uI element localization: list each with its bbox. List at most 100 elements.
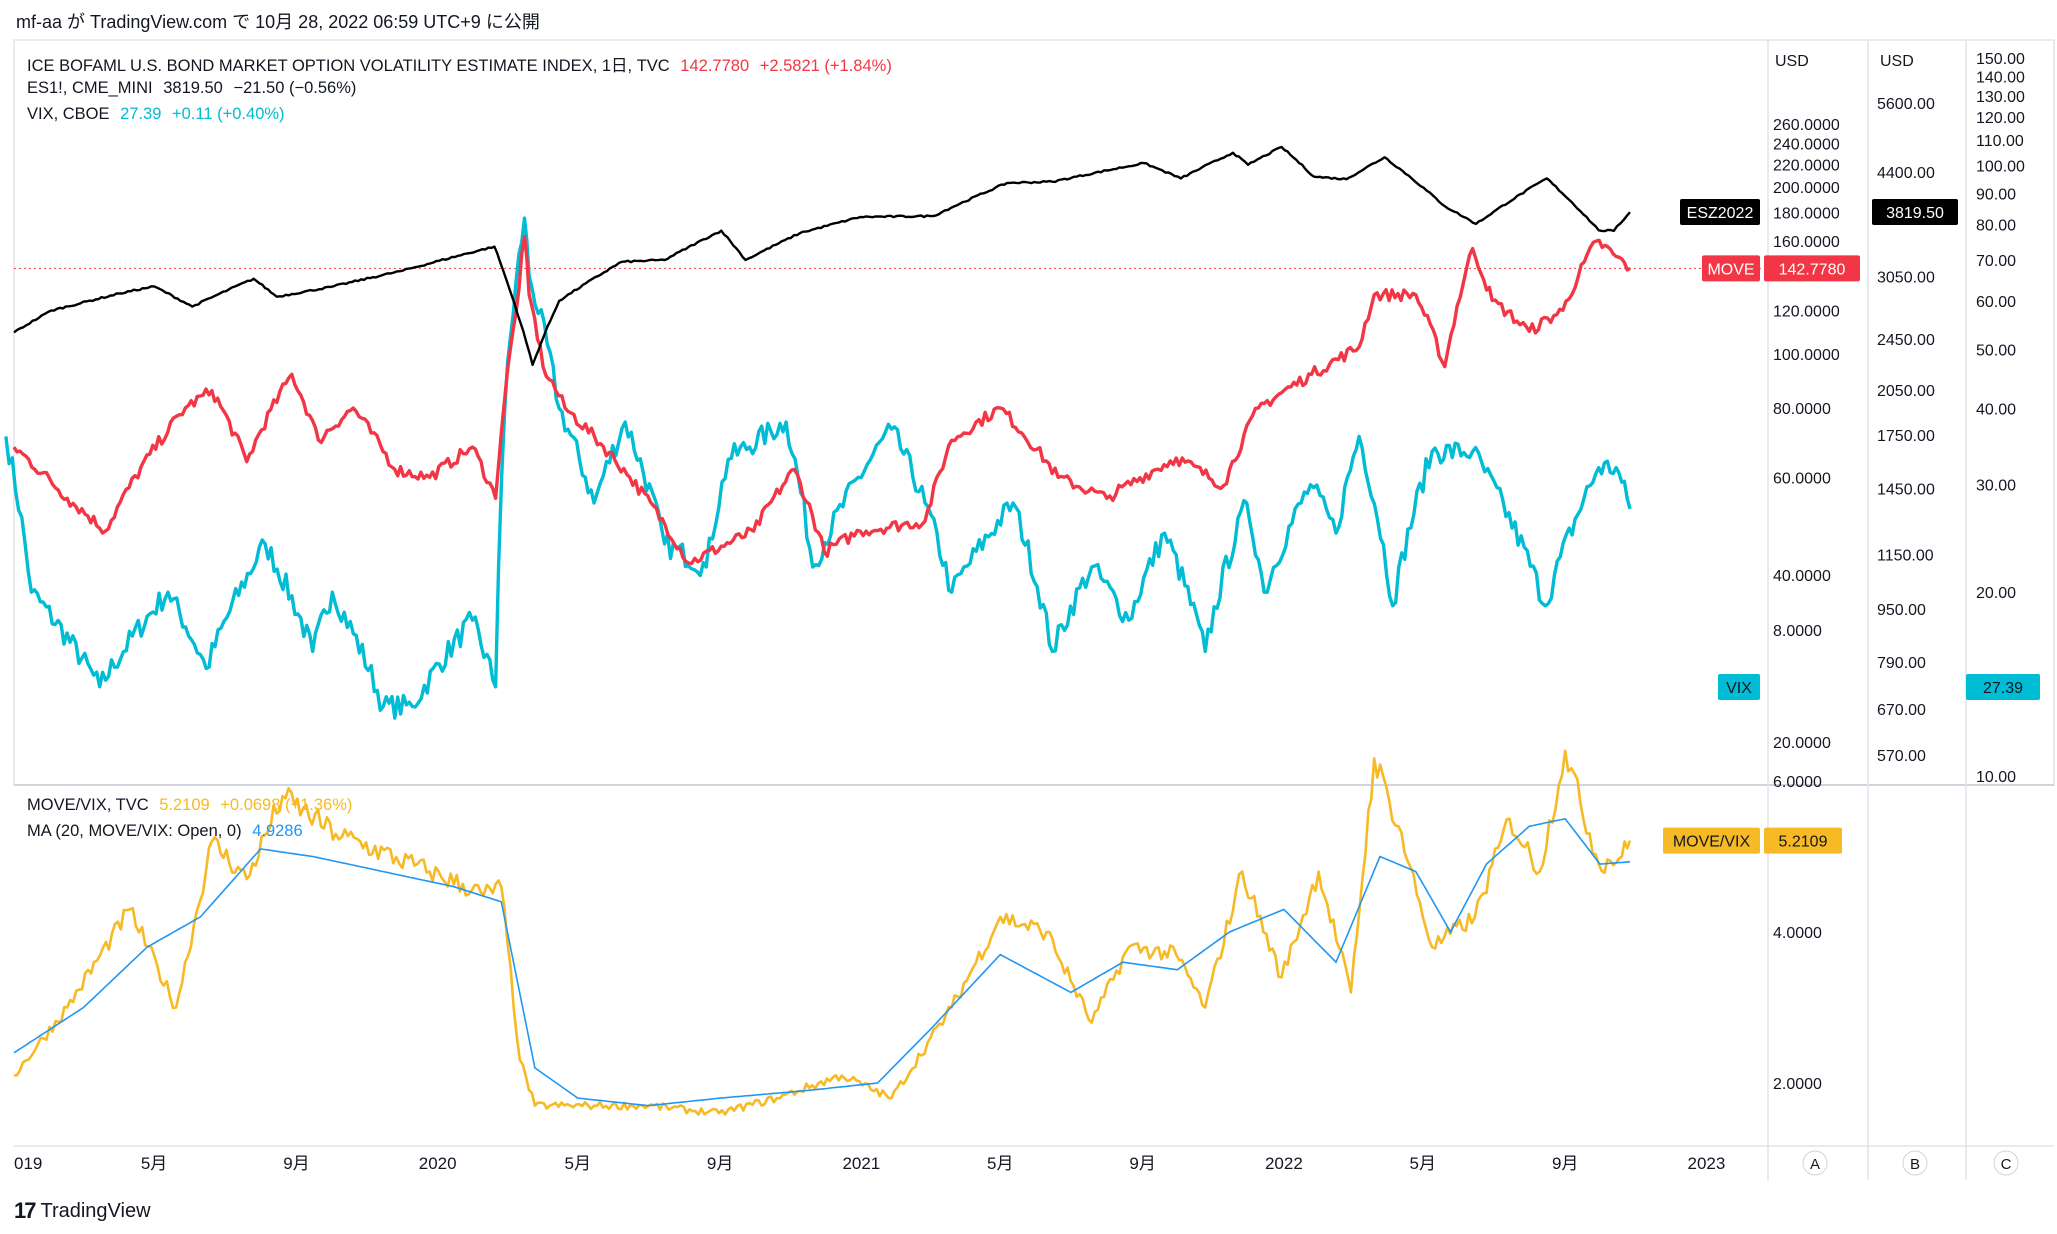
legend-move[interactable]: ICE BOFAML U.S. BOND MARKET OPTION VOLAT…	[27, 52, 898, 76]
legend-move-value: 142.7780	[680, 57, 750, 75]
vix-price-tag: 27.39	[1983, 680, 2023, 697]
axis-labels: USD USD 260.0000 240.0000 220.0000 200.0000 18…	[14, 51, 2025, 1176]
vix-axis-tick: 100.00	[1976, 159, 2025, 176]
ratio-axis-tick: 4.0000	[1773, 925, 1822, 942]
publisher-name[interactable]: mf-aa	[16, 12, 63, 32]
es-axis-tick: 570.00	[1877, 748, 1926, 765]
time-axis-tick: 2023	[1687, 1154, 1725, 1173]
scale-button-b[interactable]	[1902, 1150, 1928, 1176]
time-axis-tick: 2022	[1265, 1154, 1303, 1173]
move-series-tag-box	[1702, 255, 1760, 282]
time-axis-tick: 5月	[1410, 1154, 1436, 1173]
currency-label-b: USD	[1880, 53, 1914, 70]
vix-axis-tick: 140.00	[1976, 69, 2025, 86]
time-axis-tick: 5月	[987, 1154, 1013, 1173]
legend-vix-value: 27.39	[120, 105, 162, 123]
move-axis-tick: 80.0000	[1773, 401, 1831, 418]
move-axis-tick: 40.0000	[1773, 568, 1831, 585]
vix-axis-tick: 40.00	[1976, 401, 2016, 418]
es-axis-tick: 950.00	[1877, 602, 1926, 619]
legend-vix-name: VIX, CBOE	[27, 105, 110, 123]
scale-button-a[interactable]	[1802, 1150, 1828, 1176]
move-axis-tick: 200.0000	[1773, 180, 1840, 197]
legend-ma-name: MA (20, MOVE/VIX: Open, 0)	[27, 822, 242, 840]
ratio-axis-tick: 2.0000	[1773, 1076, 1822, 1093]
vix-axis-tick: 120.00	[1976, 110, 2025, 127]
move-price-tag-box	[1764, 255, 1860, 282]
legend-es[interactable]: ES1!, CME_MINI 3819.50 −21.50 (−0.56%)	[27, 79, 362, 98]
ratio-ma-line	[13, 817, 1631, 1107]
time-axis-tick: 9月	[1129, 1154, 1155, 1173]
vix-axis-tick: 110.00	[1976, 133, 2024, 150]
currency-label-a: USD	[1775, 53, 1809, 70]
es-axis-tick: 2050.00	[1877, 383, 1935, 400]
es-line	[13, 145, 1631, 366]
time-axis-tick: 9月	[1552, 1154, 1578, 1173]
legend-vix-change: +0.11 (+0.40%)	[172, 105, 285, 123]
vix-axis-tick: 150.00	[1976, 51, 2025, 68]
pane-borders	[13, 39, 2055, 1180]
site-name[interactable]: TradingView.com	[90, 12, 228, 32]
move-line	[12, 234, 1631, 566]
legend-ma-value: 4.9286	[252, 822, 303, 840]
legend-ratio-change: +0.0698 (+1.36%)	[220, 796, 353, 814]
legend-ratio[interactable]: MOVE/VIX, TVC 5.2109 +0.0698 (+1.36%)	[27, 796, 358, 815]
ratio-price-tag: 5.2109	[1779, 834, 1828, 851]
scale-button-label: C	[2001, 1156, 2012, 1173]
es-axis-tick: 5600.00	[1877, 96, 1935, 113]
time-axis-tick: 2021	[842, 1154, 880, 1173]
legend-ma[interactable]: MA (20, MOVE/VIX: Open, 0) 4.9286	[27, 822, 309, 841]
legend-ratio-name: MOVE/VIX, TVC	[27, 796, 149, 814]
scale-button-label: B	[1910, 1156, 1920, 1173]
move-axis-tick: 100.0000	[1773, 347, 1840, 364]
es-axis-tick: 1150.00	[1877, 548, 1934, 565]
move-series-tag: MOVE	[1707, 261, 1754, 278]
es-axis-tick: 4400.00	[1877, 165, 1935, 182]
ratio-series-tag: MOVE/VIX	[1673, 834, 1751, 851]
legend-ratio-value: 5.2109	[159, 796, 210, 814]
vix-series-tag: VIX	[1726, 680, 1752, 697]
vix-price-tag-box	[1966, 674, 2040, 700]
brand-name: TradingView	[40, 1199, 151, 1222]
es-axis-tick: 670.00	[1877, 702, 1926, 719]
es-series-tag-box	[1680, 199, 1760, 225]
legend-es-value: 3819.50	[163, 79, 223, 97]
vix-axis-tick: 70.00	[1976, 253, 2016, 270]
move-axis-tick: 120.0000	[1773, 303, 1840, 320]
time-axis-tick: 9月	[283, 1154, 309, 1173]
scale-button-c[interactable]	[1993, 1150, 2019, 1176]
vix-series-tag-box	[1718, 674, 1760, 700]
series-layer	[4, 145, 1632, 1116]
es-axis-tick: 1750.00	[1877, 428, 1935, 445]
legend-move-change: +2.5821 (+1.84%)	[759, 57, 892, 75]
move-axis-tick: 20.0000	[1773, 735, 1831, 752]
move-axis-tick: 260.0000	[1773, 117, 1840, 134]
move-axis-tick: 160.0000	[1773, 234, 1840, 251]
es-axis-tick: 3050.00	[1877, 269, 1935, 286]
move-price-tag: 142.7780	[1779, 261, 1846, 278]
vix-line	[4, 216, 1632, 720]
legend-es-change: −21.50 (−0.56%)	[233, 79, 357, 97]
time-axis-tick: 5月	[565, 1154, 591, 1173]
es-series-tag: ESZ2022	[1687, 205, 1754, 222]
tradingview-logo-icon: 17	[14, 1198, 37, 1223]
header-particle-ga: が	[67, 12, 86, 32]
footer-brand[interactable]: 17 TradingView	[14, 1198, 151, 1224]
es-axis-tick: 1450.00	[1877, 482, 1935, 499]
move-axis-tick: 60.0000	[1773, 470, 1831, 487]
legend-vix[interactable]: VIX, CBOE 27.39 +0.11 (+0.40%)	[27, 105, 291, 124]
time-axis-tick: 5月	[141, 1154, 167, 1173]
vix-axis-tick: 20.00	[1976, 585, 2016, 602]
pane-upper-frame	[13, 39, 2055, 786]
vix-axis-tick: 80.00	[1976, 218, 2016, 235]
vix-axis-tick: 90.00	[1976, 186, 2016, 203]
time-axis-tick: 019	[14, 1154, 42, 1173]
ratio-axis-tick: 8.0000	[1773, 623, 1822, 640]
vix-axis-tick: 10.00	[1976, 769, 2016, 786]
vix-axis-tick: 30.00	[1976, 478, 2016, 495]
price-tags: ESZ2022 3819.50 MOVE 142.7780 VIX 27.39 MOVE/V…	[1663, 199, 2040, 854]
ratio-price-tag-box	[1764, 827, 1842, 854]
header-published-text: に公開	[485, 12, 540, 32]
vix-axis-tick: 130.00	[1976, 89, 2025, 106]
